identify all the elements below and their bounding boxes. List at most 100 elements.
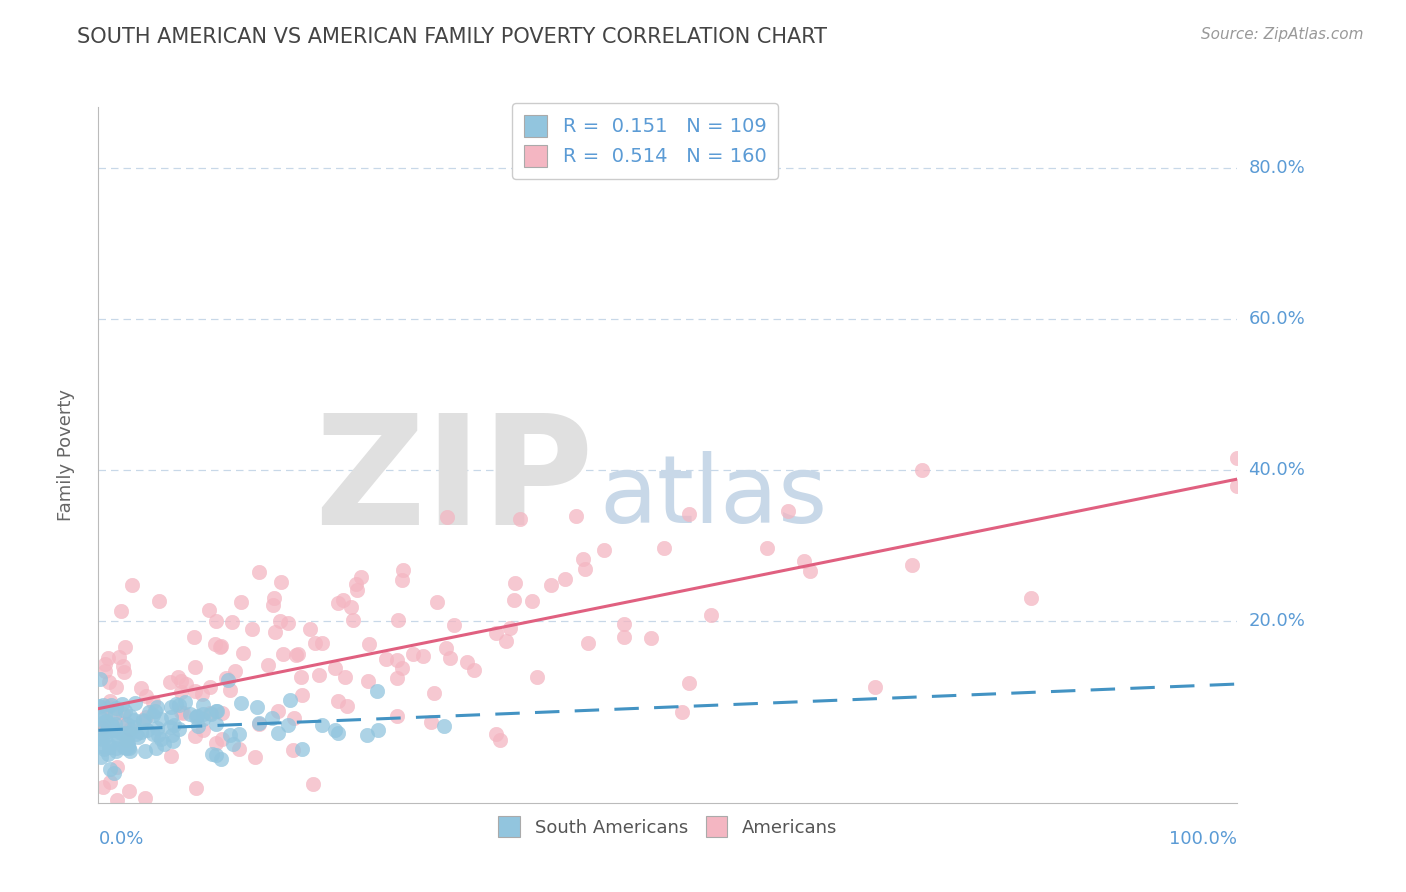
- Point: [391, 660, 413, 674]
- Point: [367, 723, 389, 738]
- Text: 40.0%: 40.0%: [1249, 461, 1305, 479]
- Point: [326, 694, 349, 708]
- Point: [172, 706, 194, 721]
- Point: [217, 673, 239, 687]
- Point: [385, 709, 408, 723]
- Point: [572, 552, 595, 566]
- Point: [134, 744, 156, 758]
- Point: [97, 747, 120, 761]
- Point: [357, 637, 380, 651]
- Point: [443, 617, 465, 632]
- Point: [420, 714, 443, 729]
- Point: [232, 646, 254, 660]
- Point: [101, 719, 124, 733]
- Point: [228, 742, 250, 756]
- Point: [298, 622, 321, 636]
- Point: [134, 790, 156, 805]
- Point: [793, 554, 815, 568]
- Point: [503, 576, 526, 591]
- Point: [97, 698, 120, 713]
- Point: [426, 595, 449, 609]
- Point: [291, 688, 314, 702]
- Point: [150, 731, 173, 746]
- Point: [112, 739, 135, 754]
- Point: [120, 709, 142, 723]
- Point: [111, 697, 134, 711]
- Point: [799, 564, 821, 578]
- Point: [93, 707, 115, 722]
- Point: [127, 731, 149, 745]
- Point: [146, 721, 169, 735]
- Text: 100.0%: 100.0%: [1170, 830, 1237, 848]
- Text: Source: ZipAtlas.com: Source: ZipAtlas.com: [1201, 27, 1364, 42]
- Point: [263, 591, 285, 606]
- Point: [291, 741, 314, 756]
- Point: [105, 744, 128, 758]
- Text: ZIP: ZIP: [315, 409, 593, 558]
- Point: [112, 716, 135, 731]
- Point: [159, 674, 181, 689]
- Point: [219, 728, 242, 742]
- Point: [117, 716, 139, 731]
- Point: [93, 719, 115, 733]
- Point: [184, 684, 207, 698]
- Point: [270, 574, 292, 589]
- Text: 20.0%: 20.0%: [1249, 612, 1305, 631]
- Point: [136, 723, 159, 737]
- Point: [117, 741, 139, 756]
- Point: [228, 727, 250, 741]
- Point: [93, 730, 115, 744]
- Point: [502, 592, 524, 607]
- Point: [269, 614, 291, 628]
- Point: [700, 608, 723, 623]
- Point: [387, 671, 409, 685]
- Point: [613, 616, 636, 631]
- Point: [135, 690, 157, 704]
- Point: [520, 593, 543, 607]
- Point: [112, 665, 135, 679]
- Point: [262, 711, 284, 725]
- Point: [356, 728, 378, 742]
- Point: [184, 729, 207, 743]
- Point: [392, 563, 415, 577]
- Point: [118, 783, 141, 797]
- Point: [509, 512, 531, 526]
- Point: [574, 562, 596, 576]
- Point: [89, 672, 111, 686]
- Point: [100, 762, 122, 776]
- Point: [311, 718, 333, 732]
- Point: [423, 686, 446, 700]
- Point: [901, 558, 924, 572]
- Point: [104, 740, 127, 755]
- Point: [186, 709, 208, 723]
- Point: [136, 811, 159, 825]
- Point: [247, 565, 270, 579]
- Point: [439, 651, 461, 665]
- Point: [135, 710, 157, 724]
- Point: [205, 747, 228, 762]
- Point: [174, 695, 197, 709]
- Point: [283, 711, 305, 725]
- Point: [90, 750, 112, 764]
- Point: [159, 720, 181, 734]
- Point: [654, 541, 676, 555]
- Point: [671, 705, 693, 719]
- Point: [160, 700, 183, 714]
- Text: atlas: atlas: [599, 450, 828, 542]
- Point: [564, 508, 586, 523]
- Point: [247, 716, 270, 731]
- Point: [179, 706, 201, 721]
- Point: [110, 726, 132, 740]
- Point: [209, 640, 232, 654]
- Point: [93, 714, 115, 729]
- Point: [142, 727, 165, 741]
- Point: [100, 708, 122, 723]
- Point: [132, 714, 155, 729]
- Point: [138, 705, 160, 719]
- Point: [197, 603, 219, 617]
- Point: [96, 723, 118, 738]
- Point: [391, 573, 413, 587]
- Point: [117, 737, 139, 751]
- Point: [576, 636, 599, 650]
- Point: [165, 697, 187, 711]
